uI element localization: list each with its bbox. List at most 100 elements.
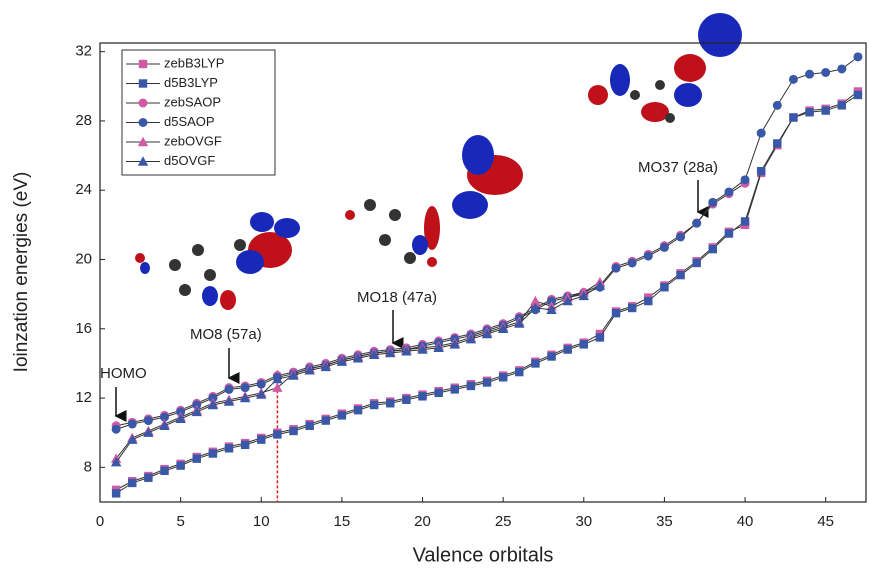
orbital-image [588,13,742,123]
data-point [612,309,620,317]
data-point [660,283,668,291]
data-point [757,129,766,138]
data-point [144,416,153,425]
series-line [116,282,600,459]
data-point [644,252,653,261]
data-point [628,258,637,267]
data-point [144,474,152,482]
data-point [354,406,362,414]
data-point [257,435,265,443]
data-point [547,352,555,360]
chart: HOMO MO8 (57a) MO18 (47a) MO37 (28a) Val… [0,0,869,569]
data-point [773,101,782,110]
page: {"chart_data": {"type": "line", "x_label… [0,0,869,569]
data-point [676,271,684,279]
y-tick-label: 32 [75,43,92,60]
data-point [257,380,266,389]
data-point [741,217,749,225]
data-point [499,373,507,381]
data-point [273,430,281,438]
data-point [386,399,394,407]
x-tick-label: 30 [575,513,592,530]
legend-label: zebOVGF [164,133,222,148]
data-point [660,243,669,252]
legend-label: zebSAOP [164,94,221,109]
x-tick-label: 40 [737,513,754,530]
data-point [418,392,426,400]
data-point [305,422,313,430]
data-point [209,449,217,457]
data-point [112,425,121,434]
data-point [193,454,201,462]
data-point [112,489,120,497]
data-point [272,382,282,391]
data-point [612,264,621,273]
annotation: MO18 (47a) [357,289,437,306]
data-point [789,75,798,84]
orbital-image [345,135,523,267]
x-tick-label: 45 [817,513,834,530]
data-point [708,198,717,207]
data-point [402,396,410,404]
data-point [128,420,137,429]
data-point [531,359,539,367]
x-tick-label: 15 [334,513,351,530]
y-tick-label: 28 [75,112,92,129]
data-point [789,113,797,121]
annotation: HOMO [100,365,147,382]
data-point [757,167,765,175]
data-point [709,245,717,253]
data-point [515,368,523,376]
legend-marker [139,118,148,127]
data-point [725,229,733,237]
legend-marker [139,60,147,68]
data-point [773,139,781,147]
data-point [821,106,829,114]
legend-marker [139,79,147,87]
data-point [434,389,442,397]
data-point [580,340,588,348]
data-point [176,461,184,469]
y-tick-label: 24 [75,181,92,198]
y-tick-label: 12 [75,389,92,406]
data-point [821,68,830,77]
x-tick-label: 25 [495,513,512,530]
x-tick-label: 5 [176,513,184,530]
data-point [128,479,136,487]
annotation: MO8 (57a) [190,326,262,343]
y-tick-label: 8 [84,458,92,475]
data-point [676,232,685,241]
legend-label: d5SAOP [164,114,215,129]
data-point [370,401,378,409]
data-point [838,101,846,109]
data-point [692,259,700,267]
y-tick-label: 16 [75,320,92,337]
x-tick-label: 35 [656,513,673,530]
data-point [628,304,636,312]
legend-label: d5OVGF [164,153,215,168]
data-point [467,382,475,390]
data-point [225,444,233,452]
legend-marker [139,99,148,108]
data-point [160,467,168,475]
data-point [483,378,491,386]
y-axis-label: Ioinzation energies (eV) [11,172,32,373]
data-point [724,187,733,196]
data-point [805,108,813,116]
data-point [837,64,846,73]
x-axis-label: Valence orbitals [413,544,554,566]
data-point [289,427,297,435]
x-tick-label: 20 [414,513,431,530]
annotation: MO37 (28a) [638,159,718,176]
data-point [338,411,346,419]
x-tick-label: 10 [253,513,270,530]
data-point [225,385,234,394]
data-point [854,91,862,99]
data-point [741,175,750,184]
y-tick-label: 20 [75,250,92,267]
legend-label: d5B3LYP [164,75,218,90]
orbital-image [135,212,300,310]
data-point [322,416,330,424]
data-point [241,383,250,392]
data-point [644,297,652,305]
